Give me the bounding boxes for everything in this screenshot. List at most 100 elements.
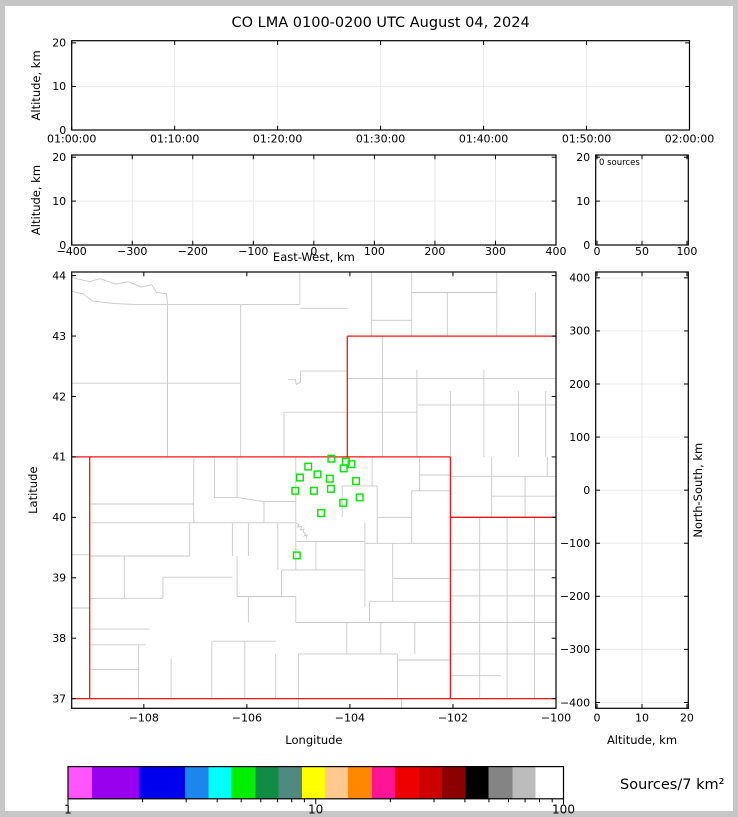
ew_height-panel: −400 −300 −200 −100 0 100 200 300 400 0 10 20 — [52, 151, 566, 258]
time_height-xtick-label: 01:50:00 — [562, 133, 611, 146]
time_height-ytick-label: 0 — [59, 124, 66, 137]
colorbar-segment — [348, 766, 372, 799]
time_height-xtick-label: 01:40:00 — [459, 133, 508, 146]
colorbar-segment — [208, 766, 232, 799]
map-xtick-label: −106 — [232, 712, 262, 725]
hist-xtick-label: 100 — [676, 245, 697, 258]
map-xtick-label: −100 — [541, 712, 571, 725]
colorbar-segment — [535, 766, 564, 799]
source-marker — [326, 484, 335, 493]
ew_height-xtick-label: 400 — [546, 245, 567, 258]
colorbar-segment — [372, 766, 395, 799]
map-ytick-label: 38 — [52, 632, 66, 645]
source-marker — [327, 454, 336, 463]
source-marker — [325, 474, 334, 483]
ew_height-xtick-label: 0 — [310, 245, 317, 258]
time_height-xtick-label: 01:00:00 — [47, 133, 96, 146]
state-boundaries — [71, 335, 556, 700]
ns-panel-xlabel: Altitude, km — [607, 733, 677, 747]
colorbar-segment — [512, 766, 536, 799]
figure-background — [5, 6, 733, 811]
map-layers — [71, 272, 556, 709]
source-marker — [317, 509, 326, 518]
map-ytick-label: 42 — [52, 390, 66, 403]
map-ytick-label: 41 — [52, 451, 66, 464]
colorbar-segment — [255, 766, 279, 799]
map-ytick-label: 37 — [52, 692, 66, 705]
ew_height-xtick-label: −100 — [238, 245, 268, 258]
colorbar-segment — [488, 766, 513, 799]
ns_height-xtick-label: 10 — [635, 712, 649, 725]
ns-panel-ylabel: North-South, km — [691, 443, 705, 538]
ew_height-ytick-label: 10 — [52, 195, 66, 208]
time_height-ytick-label: 20 — [52, 37, 66, 50]
ns_height-ytick-label: 200 — [569, 378, 590, 391]
colorbar-segment — [465, 766, 489, 799]
source-marker — [355, 493, 364, 502]
colorbar-segment — [278, 766, 302, 799]
ew_height-xtick-label: 200 — [424, 245, 445, 258]
ns_height-ytick-label: −200 — [560, 590, 590, 603]
hist-xtick-label: 50 — [635, 245, 649, 258]
colorbar-segment — [302, 766, 325, 799]
map-panel: −108 −106 −104 −102 −100 37 38 39 40 41 42 43 44 — [52, 269, 571, 724]
ew_height-xtick-label: −200 — [178, 245, 208, 258]
source-marker — [347, 460, 356, 469]
map-xtick-label: −104 — [335, 712, 365, 725]
map-xtick-label: −102 — [438, 712, 468, 725]
source-marker — [291, 486, 300, 495]
ns_height-xtick-label: 0 — [594, 712, 601, 725]
hist-ytick-label: 0 — [583, 239, 590, 252]
map-xlabel: Longitude — [285, 733, 342, 747]
county-boundaries — [71, 272, 556, 709]
colorbar-segment — [325, 766, 348, 799]
ns_height-ytick-label: −300 — [560, 643, 590, 656]
source-marker — [339, 498, 348, 507]
colorbar-segment — [231, 766, 256, 799]
map-ytick-label: 39 — [52, 572, 66, 585]
time_height-ytick-label: 10 — [52, 80, 66, 93]
colorbar-tick-100: 100 — [552, 803, 575, 817]
time_height-panel: 01:00:00 01:10:00 01:20:00 01:30:00 01:40:00… — [47, 37, 714, 146]
colorbar-segment — [68, 766, 92, 799]
ns_height-ytick-label: 400 — [569, 272, 590, 285]
source-marker — [304, 462, 313, 471]
ew_height-xtick-label: 100 — [364, 245, 385, 258]
ew_height-xtick-label: −400 — [57, 245, 87, 258]
time-panel-ylabel: Altitude, km — [29, 50, 43, 120]
source-marker — [295, 473, 304, 482]
source-marker — [339, 464, 348, 473]
hist-ytick-label: 10 — [576, 195, 590, 208]
source-marker — [292, 551, 301, 560]
colorbar-segment — [442, 766, 466, 799]
ns_height-ytick-label: 100 — [569, 431, 590, 444]
time_height-xtick-label: 01:10:00 — [150, 133, 199, 146]
source-marker — [309, 486, 318, 495]
colorbar — [67, 765, 565, 805]
hist-xtick-label: 0 — [594, 245, 601, 258]
ew_height-ytick-label: 0 — [59, 239, 66, 252]
ew_height-xtick-label: −300 — [117, 245, 147, 258]
ew-panel-xlabel: East-West, km — [273, 250, 355, 264]
time_height-xtick-label: 01:20:00 — [253, 133, 302, 146]
ns_height-ytick-label: 0 — [583, 484, 590, 497]
map-ytick-label: 43 — [52, 330, 66, 343]
colorbar-segment — [92, 766, 139, 799]
map-xtick-label: −108 — [129, 712, 159, 725]
hist-panel: 0 50 100 0 10 20 — [576, 151, 697, 258]
map-ylabel: Latitude — [26, 467, 40, 514]
lightning-source-markers — [291, 454, 364, 560]
colorbar-segment — [139, 766, 185, 799]
panels-root: 01:00:00 01:10:00 01:20:00 01:30:00 01:40:00… — [47, 37, 714, 805]
time_height-xtick-label: 02:00:00 — [665, 133, 714, 146]
ew_height-xtick-label: 300 — [485, 245, 506, 258]
ew-panel-ylabel: Altitude, km — [29, 165, 43, 235]
colorbar-segment — [185, 766, 209, 799]
source-marker — [352, 477, 361, 486]
chart-title: CO LMA 0100-0200 UTC August 04, 2024 — [232, 15, 530, 31]
colorbar-segment — [419, 766, 442, 799]
ns_height-panel: 0 10 20 400 300 200 100 0 −100 −200 −300 −400 — [560, 271, 694, 725]
colorbar-tick-1: 1 — [64, 803, 72, 817]
